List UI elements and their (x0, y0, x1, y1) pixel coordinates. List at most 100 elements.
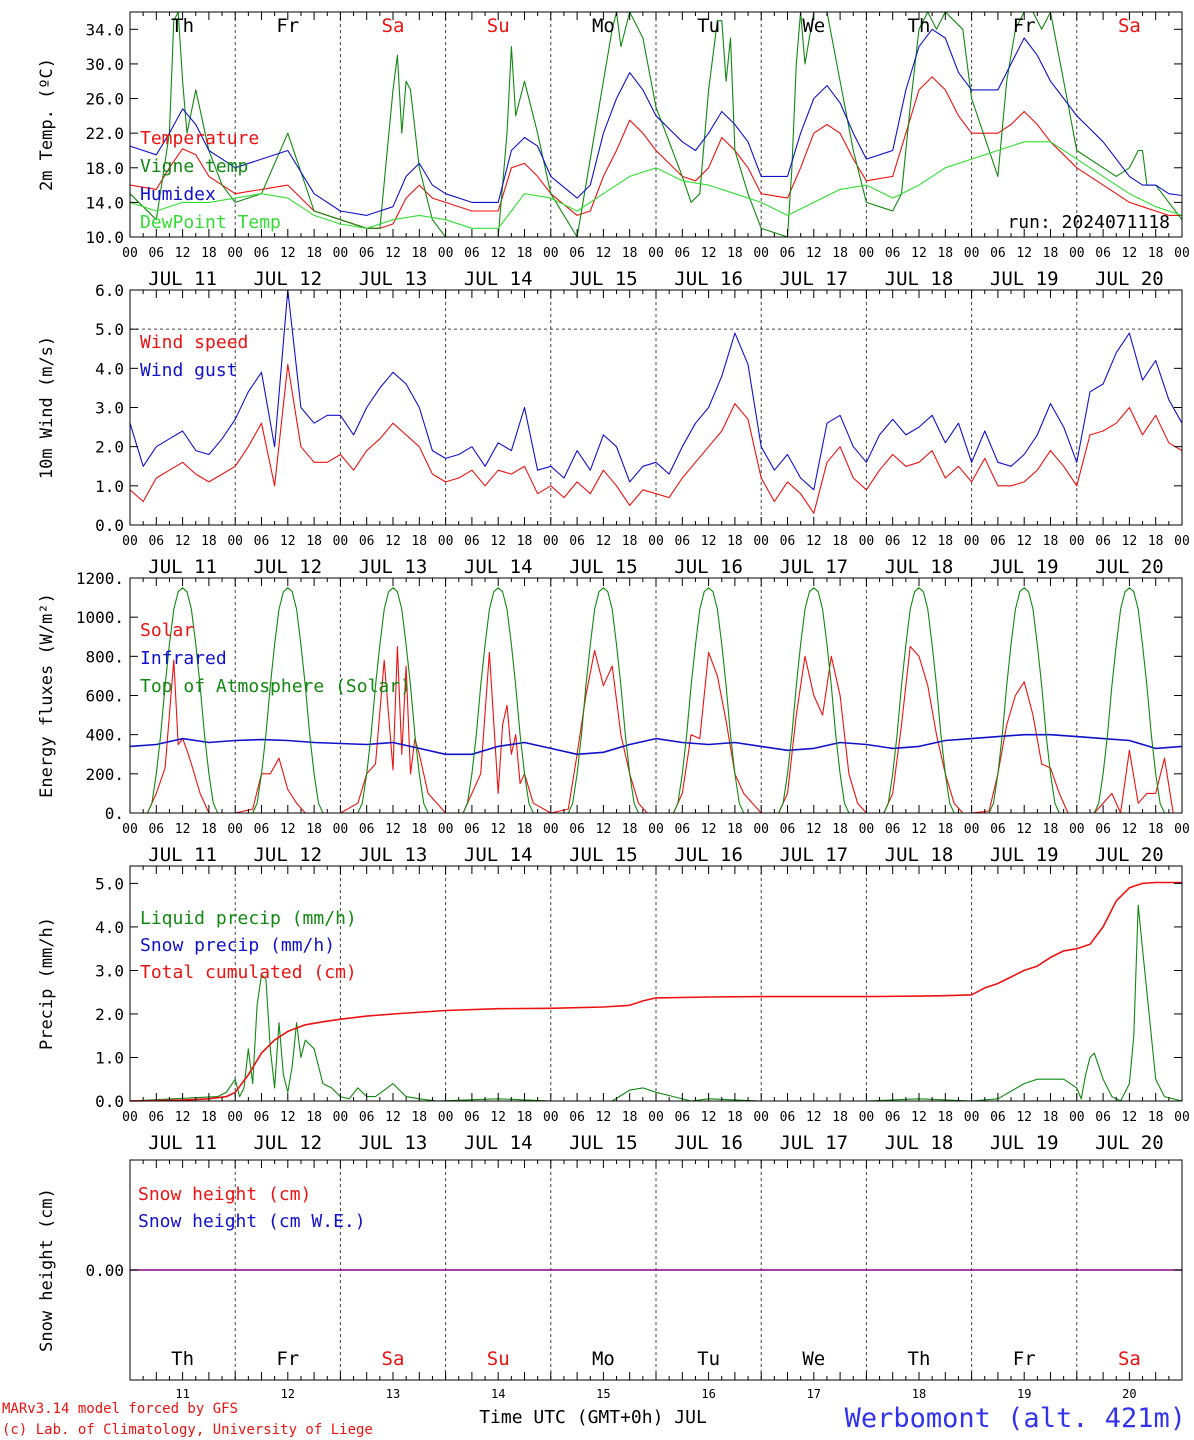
hour-label: 00 (543, 1110, 559, 1125)
date-label: JUL 20 (1095, 556, 1164, 578)
panel-frame (129, 11, 1183, 238)
y-tick-label: 30.0 (85, 55, 124, 74)
hour-label: 00 (438, 534, 454, 549)
y-tick-label: 1.0 (95, 1048, 124, 1067)
hour-label: 06 (990, 1110, 1006, 1125)
day-number: 13 (386, 1387, 400, 1401)
hour-label: 00 (753, 1110, 769, 1125)
hour-label: 18 (727, 534, 743, 549)
hour-label: 18 (622, 822, 638, 837)
legend-entry: Infrared (140, 648, 227, 669)
date-label: JUL 12 (253, 268, 322, 290)
y-tick-label: 2.0 (95, 438, 124, 457)
hour-label: 00 (543, 246, 559, 261)
series-line-infrared (129, 733, 1183, 756)
hour-label: 12 (175, 534, 191, 549)
hour-label: 06 (674, 822, 690, 837)
hour-label: 06 (569, 822, 585, 837)
hour-label: 12 (490, 822, 506, 837)
date-label: JUL 16 (674, 556, 743, 578)
hour-label: 18 (411, 822, 427, 837)
y-tick-label: 4.0 (95, 359, 124, 378)
hour-label: 12 (806, 534, 822, 549)
hour-label: 12 (1016, 822, 1032, 837)
hour-label: 12 (1122, 534, 1138, 549)
hour-label: 06 (1095, 822, 1111, 837)
hour-label: 00 (1174, 534, 1190, 549)
hour-label: 06 (780, 534, 796, 549)
y-tick-label: 14.0 (85, 193, 124, 212)
hour-label: 00 (438, 1110, 454, 1125)
hour-label: 06 (780, 246, 796, 261)
hour-label: 06 (674, 246, 690, 261)
hour-label: 18 (517, 534, 533, 549)
hour-label: 18 (201, 822, 217, 837)
y-tick-label: 0.00 (85, 1261, 124, 1280)
date-label: JUL 15 (569, 268, 638, 290)
hour-label: 18 (937, 822, 953, 837)
hour-label: 18 (1148, 1110, 1164, 1125)
date-label: JUL 19 (990, 268, 1059, 290)
y-tick-label: 2.0 (95, 1005, 124, 1024)
y-tick-label: 5.0 (95, 874, 124, 893)
hour-label: 18 (622, 534, 638, 549)
legend-entry: Top of Atmosphere (Solar) (140, 676, 411, 697)
hour-label: 00 (964, 534, 980, 549)
day-number: 19 (1017, 1387, 1031, 1401)
hour-label: 06 (885, 822, 901, 837)
y-tick-label: 5.0 (95, 320, 124, 339)
hour-label: 12 (385, 534, 401, 549)
hour-label: 18 (306, 1110, 322, 1125)
y-tick-label: 1200. (76, 569, 124, 588)
date-label: JUL 12 (253, 556, 322, 578)
hour-label: 18 (411, 534, 427, 549)
hour-label: 18 (1043, 822, 1059, 837)
y-tick-label: 0. (105, 804, 124, 823)
date-label: JUL 19 (990, 556, 1059, 578)
hour-label: 00 (227, 246, 243, 261)
date-label: JUL 19 (990, 1132, 1059, 1154)
hour-label: 18 (306, 534, 322, 549)
hour-label: 00 (333, 534, 349, 549)
day-number: 15 (596, 1387, 610, 1401)
y-tick-label: 0.0 (95, 516, 124, 535)
hour-label: 12 (701, 822, 717, 837)
hour-label: 06 (148, 822, 164, 837)
hour-label: 06 (148, 1110, 164, 1125)
hour-label: 12 (175, 246, 191, 261)
legend-entry: Wind speed (140, 332, 248, 353)
hour-label: 12 (385, 822, 401, 837)
hour-label: 00 (648, 1110, 664, 1125)
hour-label: 06 (569, 1110, 585, 1125)
hour-label: 12 (911, 246, 927, 261)
date-label: JUL 14 (464, 1132, 533, 1154)
hour-label: 06 (148, 534, 164, 549)
hour-label: 12 (596, 246, 612, 261)
day-name-bottom: Mo (592, 1348, 615, 1370)
hour-label: 18 (1043, 1110, 1059, 1125)
hour-label: 00 (333, 1110, 349, 1125)
date-label: JUL 20 (1095, 268, 1164, 290)
hour-label: 12 (596, 534, 612, 549)
date-label: JUL 14 (464, 268, 533, 290)
day-number: 11 (175, 1387, 189, 1401)
day-name-top: Sa (1118, 15, 1141, 37)
hour-label: 00 (227, 822, 243, 837)
day-number: 17 (807, 1387, 821, 1401)
hour-label: 06 (464, 246, 480, 261)
date-label: JUL 12 (253, 844, 322, 866)
hour-label: 00 (1069, 534, 1085, 549)
date-label: JUL 16 (674, 1132, 743, 1154)
day-name-bottom: Th (171, 1348, 194, 1370)
hour-label: 06 (780, 822, 796, 837)
date-label: JUL 16 (674, 268, 743, 290)
hour-label: 06 (359, 822, 375, 837)
y-tick-label: 22.0 (85, 124, 124, 143)
hour-label: 00 (753, 822, 769, 837)
day-name-bottom: We (802, 1348, 825, 1370)
hour-label: 18 (1043, 534, 1059, 549)
hour-label: 18 (201, 534, 217, 549)
hour-label: 12 (1122, 822, 1138, 837)
date-label: JUL 20 (1095, 1132, 1164, 1154)
hour-label: 00 (753, 534, 769, 549)
